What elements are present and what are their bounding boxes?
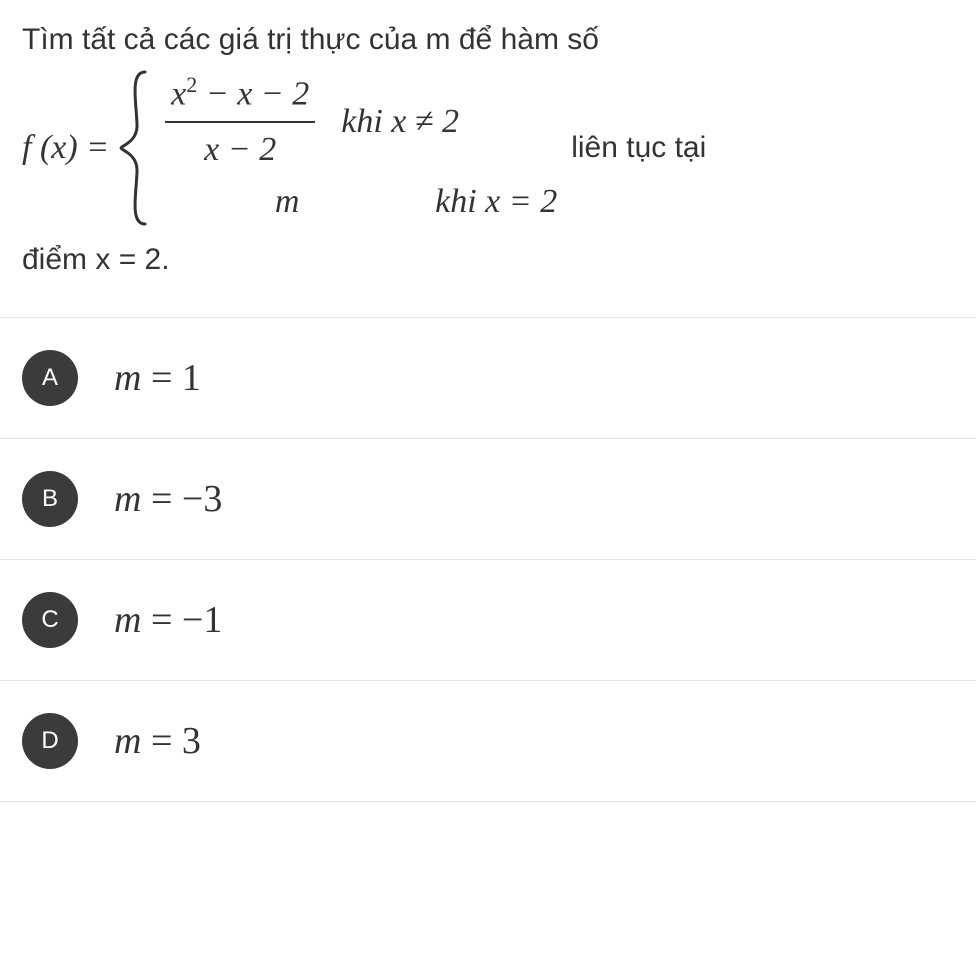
option-d[interactable]: D m = 3 (0, 680, 976, 802)
option-expression-c: m = −1 (114, 598, 222, 642)
case2-expression: m (157, 177, 417, 226)
trailing-text: liên tục tại (571, 126, 706, 170)
question-block: Tìm tất cả các giá trị thực của m để hàm… (0, 0, 976, 291)
case1-condition: khi x ≠ 2 (341, 97, 459, 146)
point-line: điểm x = 2. (22, 238, 954, 282)
option-b-var: m (114, 478, 141, 520)
num-sup: 2 (186, 72, 197, 97)
fraction-numerator: x2 − x − 2 (165, 69, 315, 119)
fraction: x2 − x − 2 x − 2 (165, 69, 315, 174)
left-brace-icon (115, 68, 151, 228)
piecewise-cases: x2 − x − 2 x − 2 khi x ≠ 2 m khi x = 2 (157, 68, 557, 228)
case-row-2: m khi x = 2 (157, 177, 557, 226)
fraction-bar (165, 121, 315, 123)
point-text: điểm x = 2. (22, 243, 170, 276)
piecewise-definition: f (x) = x2 − x − 2 x − 2 khi x ≠ 2 m khi… (22, 68, 954, 228)
option-c-rest: = −1 (141, 599, 222, 641)
option-badge-a: A (22, 350, 78, 406)
option-a[interactable]: A m = 1 (0, 317, 976, 438)
option-c-var: m (114, 599, 141, 641)
fraction-denominator: x − 2 (198, 125, 282, 174)
option-b-rest: = −3 (141, 478, 222, 520)
case2-condition: khi x = 2 (435, 177, 557, 226)
num-var: x (171, 75, 186, 112)
option-a-var: m (114, 357, 141, 399)
option-expression-d: m = 3 (114, 719, 201, 763)
option-d-var: m (114, 720, 141, 762)
option-expression-b: m = −3 (114, 477, 222, 521)
option-d-rest: = 3 (141, 720, 200, 762)
option-c[interactable]: C m = −1 (0, 559, 976, 680)
option-badge-d: D (22, 713, 78, 769)
num-tail: − x − 2 (197, 75, 309, 112)
function-lhs: f (x) = (22, 123, 109, 172)
option-expression-a: m = 1 (114, 356, 201, 400)
option-a-rest: = 1 (141, 357, 200, 399)
question-prompt: Tìm tất cả các giá trị thực của m để hàm… (22, 18, 954, 62)
case-row-1: x2 − x − 2 x − 2 khi x ≠ 2 (157, 69, 557, 174)
option-badge-c: C (22, 592, 78, 648)
option-badge-b: B (22, 471, 78, 527)
answer-options: A m = 1 B m = −3 C m = −1 D m = 3 (0, 317, 976, 802)
option-b[interactable]: B m = −3 (0, 438, 976, 559)
